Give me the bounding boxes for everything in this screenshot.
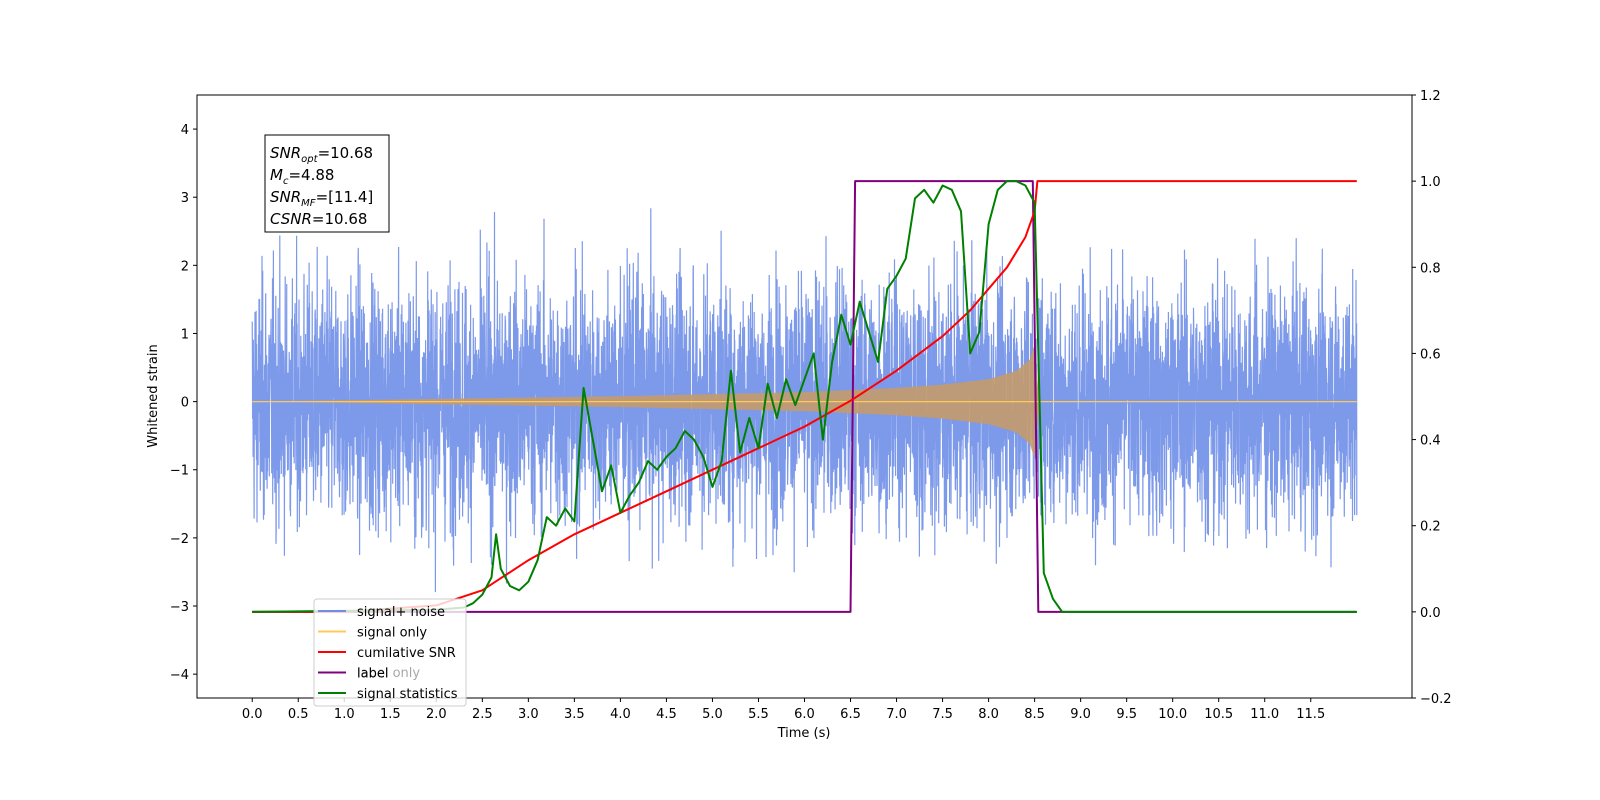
annotation-symbol: CSNR bbox=[270, 210, 312, 228]
y-tick-label-left: 2 bbox=[181, 259, 189, 274]
y-tick-label-left: −2 bbox=[170, 532, 189, 547]
legend-label: label bbox=[357, 667, 388, 682]
stats-annotation: SNRopt=10.68Mc=4.88SNRMF=[11.4]CSNR=10.6… bbox=[264, 134, 390, 233]
legend-label: signal+ noise bbox=[357, 605, 445, 620]
annotation-subscript: MF bbox=[301, 198, 316, 209]
y-tick-label-right: −0.2 bbox=[1420, 692, 1452, 707]
legend-hidden-entry: label only bbox=[357, 666, 420, 681]
y-tick-label-left: 0 bbox=[181, 396, 189, 411]
x-tick-label: 7.0 bbox=[886, 707, 907, 722]
legend: label only signal+ noise signal only cumila… bbox=[313, 598, 467, 707]
annotation-symbol: SNR bbox=[270, 188, 301, 206]
x-tick-label: 10.0 bbox=[1158, 707, 1187, 722]
x-tick-label: 9.5 bbox=[1116, 707, 1137, 722]
y-tick-label-left: 1 bbox=[181, 327, 189, 342]
y-tick-label-left: 4 bbox=[181, 123, 189, 138]
x-tick-label: 5.5 bbox=[748, 707, 769, 722]
y-tick-label-right: 0.4 bbox=[1420, 434, 1441, 449]
y-axis-title: Whitened strain bbox=[146, 344, 161, 447]
x-tick-label: 4.5 bbox=[656, 707, 677, 722]
annotation-symbol: M bbox=[270, 166, 283, 184]
x-tick-label: 3.5 bbox=[564, 707, 585, 722]
annotation-value: =4.88 bbox=[288, 166, 334, 184]
legend-label: signal statistics bbox=[357, 687, 458, 702]
y-tick-label-right: 0.0 bbox=[1420, 606, 1441, 621]
x-axis-title: Time (s) bbox=[777, 726, 831, 741]
legend-frame bbox=[313, 598, 467, 707]
annotation-subscript: opt bbox=[301, 154, 318, 165]
series-signal-statistics bbox=[252, 180, 1357, 613]
x-tick-label: 10.5 bbox=[1204, 707, 1233, 722]
x-tick-label: 3.0 bbox=[518, 707, 539, 722]
x-tick-label: 1.5 bbox=[380, 707, 401, 722]
annotation-line: SNRMF=[11.4] bbox=[270, 188, 373, 209]
x-tick-label: 0.0 bbox=[242, 707, 263, 722]
annotation-symbol: SNR bbox=[270, 144, 301, 162]
series-signal-noise bbox=[251, 208, 1358, 593]
y-tick-label-left: −1 bbox=[170, 464, 189, 479]
x-tick-label: 11.0 bbox=[1250, 707, 1279, 722]
x-tick-label: 2.5 bbox=[472, 707, 493, 722]
x-tick-label: 8.0 bbox=[978, 707, 999, 722]
annotation-line: SNRopt=10.68 bbox=[270, 144, 373, 165]
y-tick-label-right: 0.8 bbox=[1420, 261, 1441, 276]
x-tick-label: 11.5 bbox=[1296, 707, 1325, 722]
x-tick-label: 4.0 bbox=[610, 707, 631, 722]
x-tick-label: 0.5 bbox=[288, 707, 309, 722]
annotation-value: =10.68 bbox=[318, 144, 374, 162]
y-tick-label-right: 1.0 bbox=[1420, 175, 1441, 190]
series-cumulative-snr bbox=[252, 180, 1357, 613]
x-tick-label: 5.0 bbox=[702, 707, 723, 722]
annotation-line: Mc=4.88 bbox=[270, 166, 334, 187]
legend-label: cumilative SNR bbox=[357, 646, 456, 661]
annotation-frame bbox=[264, 134, 390, 233]
x-tick-label: 2.0 bbox=[426, 707, 447, 722]
x-tick-label: 6.5 bbox=[840, 707, 861, 722]
x-tick-label: 7.5 bbox=[932, 707, 953, 722]
y-tick-label-right: 0.2 bbox=[1420, 520, 1441, 535]
y-tick-label-left: 3 bbox=[181, 191, 189, 206]
legend-label: signal only bbox=[357, 626, 427, 641]
x-tick-label: 6.0 bbox=[794, 707, 815, 722]
annotation-value: =[11.4] bbox=[316, 188, 374, 206]
x-tick-label: 1.0 bbox=[334, 707, 355, 722]
y-tick-label-right: 0.6 bbox=[1420, 347, 1441, 362]
x-tick-label: 8.5 bbox=[1024, 707, 1045, 722]
y-tick-label-right: 1.2 bbox=[1420, 89, 1441, 104]
annotation-value: =10.68 bbox=[312, 210, 368, 228]
annotation-line: CSNR=10.68 bbox=[270, 210, 367, 228]
y-tick-label-left: −3 bbox=[170, 600, 189, 615]
annotation-subscript: c bbox=[283, 176, 289, 187]
x-tick-label: 9.0 bbox=[1070, 707, 1091, 722]
y-tick-label-left: −4 bbox=[170, 668, 189, 683]
